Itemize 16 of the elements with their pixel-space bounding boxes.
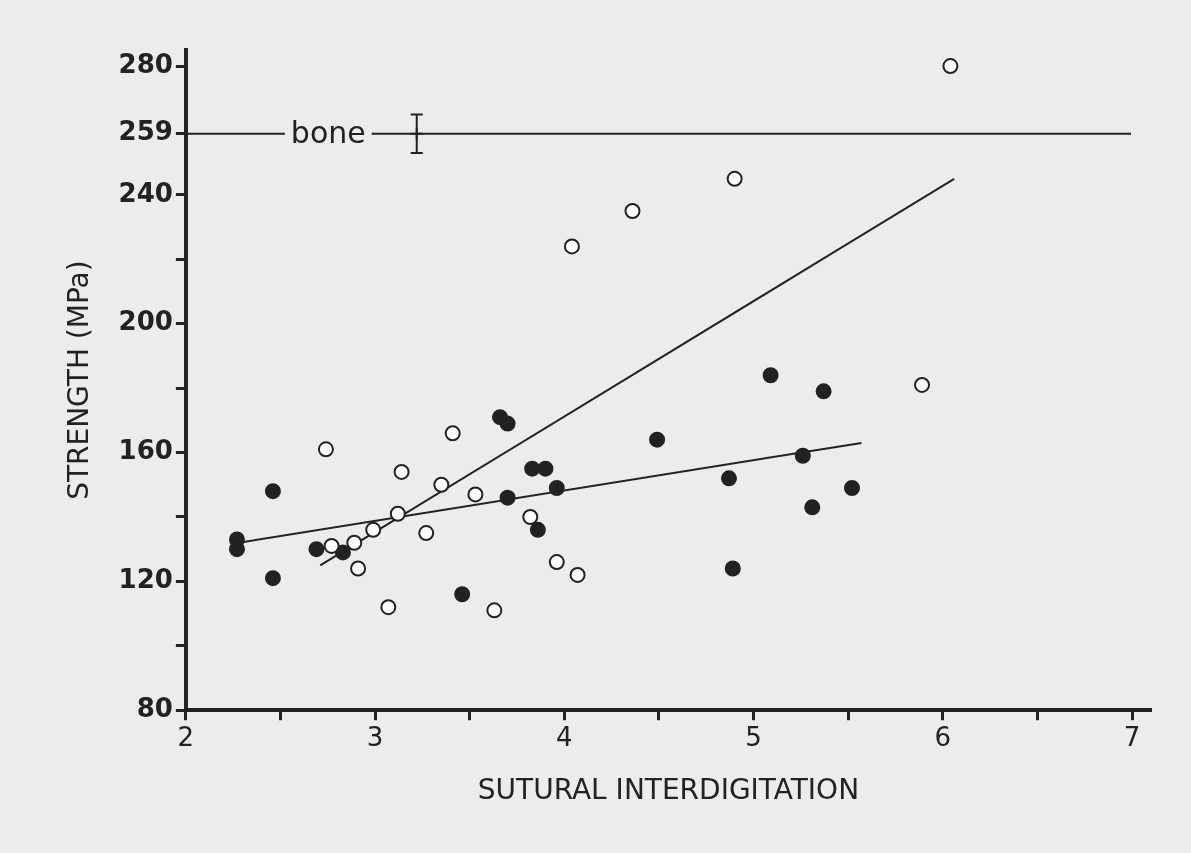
x-tick-label: 7 [1123,721,1141,752]
y-tick-label: 280 [118,48,173,79]
x-tick-label: 5 [745,721,762,752]
y-tick-label: 259 [118,116,173,147]
y-tick-label: 240 [118,177,173,208]
ref-line-label: bone [290,114,366,150]
y-tick-label: 120 [118,564,173,595]
y-axis-title: STRENGTH (MPa) [62,260,96,500]
y-tick-label: 80 [136,692,173,723]
x-tick-label: 6 [934,721,952,752]
x-tick-label: 4 [556,721,573,752]
x-axis-title: SUTURAL INTERDIGITATION [477,773,860,807]
x-tick-label: 3 [366,721,384,752]
x-tick-label: 2 [177,721,195,752]
y-tick-label: 160 [118,435,173,466]
y-tick-label: 200 [118,306,173,337]
